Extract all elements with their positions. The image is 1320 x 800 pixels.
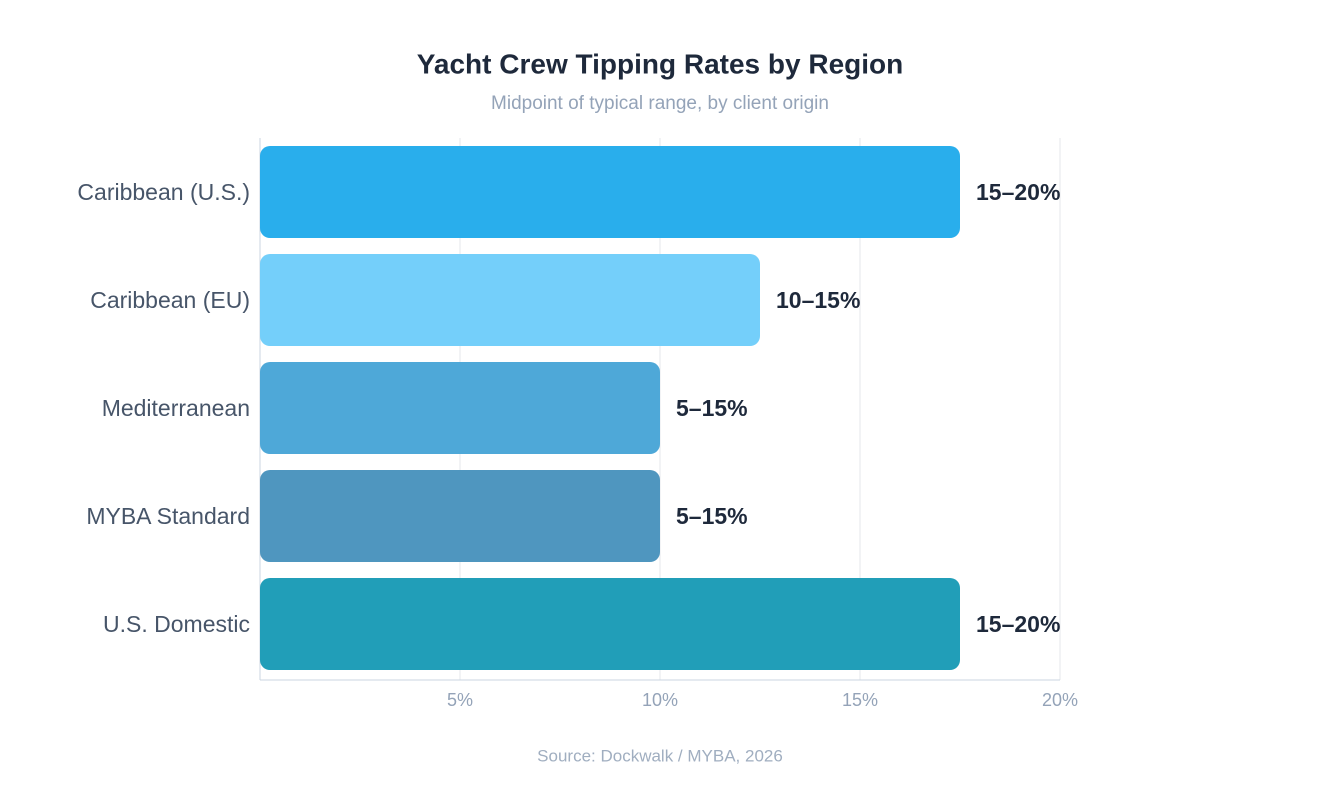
value-label: 5–15% <box>676 395 748 421</box>
source-note: Source: Dockwalk / MYBA, 2026 <box>537 746 783 765</box>
bar <box>260 254 760 346</box>
x-tick-label: 10% <box>642 690 678 710</box>
bar <box>260 578 960 670</box>
value-label: 15–20% <box>976 179 1060 205</box>
chart-subtitle: Midpoint of typical range, by client ori… <box>491 93 829 114</box>
x-tick-label: 20% <box>1042 690 1078 710</box>
category-label: Mediterranean <box>102 395 250 421</box>
bar <box>260 470 660 562</box>
value-label: 10–15% <box>776 287 860 313</box>
value-label: 5–15% <box>676 503 748 529</box>
x-tick-label: 15% <box>842 690 878 710</box>
chart-title: Yacht Crew Tipping Rates by Region <box>417 48 903 79</box>
category-label: Caribbean (EU) <box>90 287 250 313</box>
category-label: U.S. Domestic <box>103 611 250 637</box>
category-label: Caribbean (U.S.) <box>77 179 250 205</box>
bar <box>260 362 660 454</box>
bar <box>260 146 960 238</box>
category-label: MYBA Standard <box>86 503 250 529</box>
x-tick-label: 5% <box>447 690 473 710</box>
value-label: 15–20% <box>976 611 1060 637</box>
